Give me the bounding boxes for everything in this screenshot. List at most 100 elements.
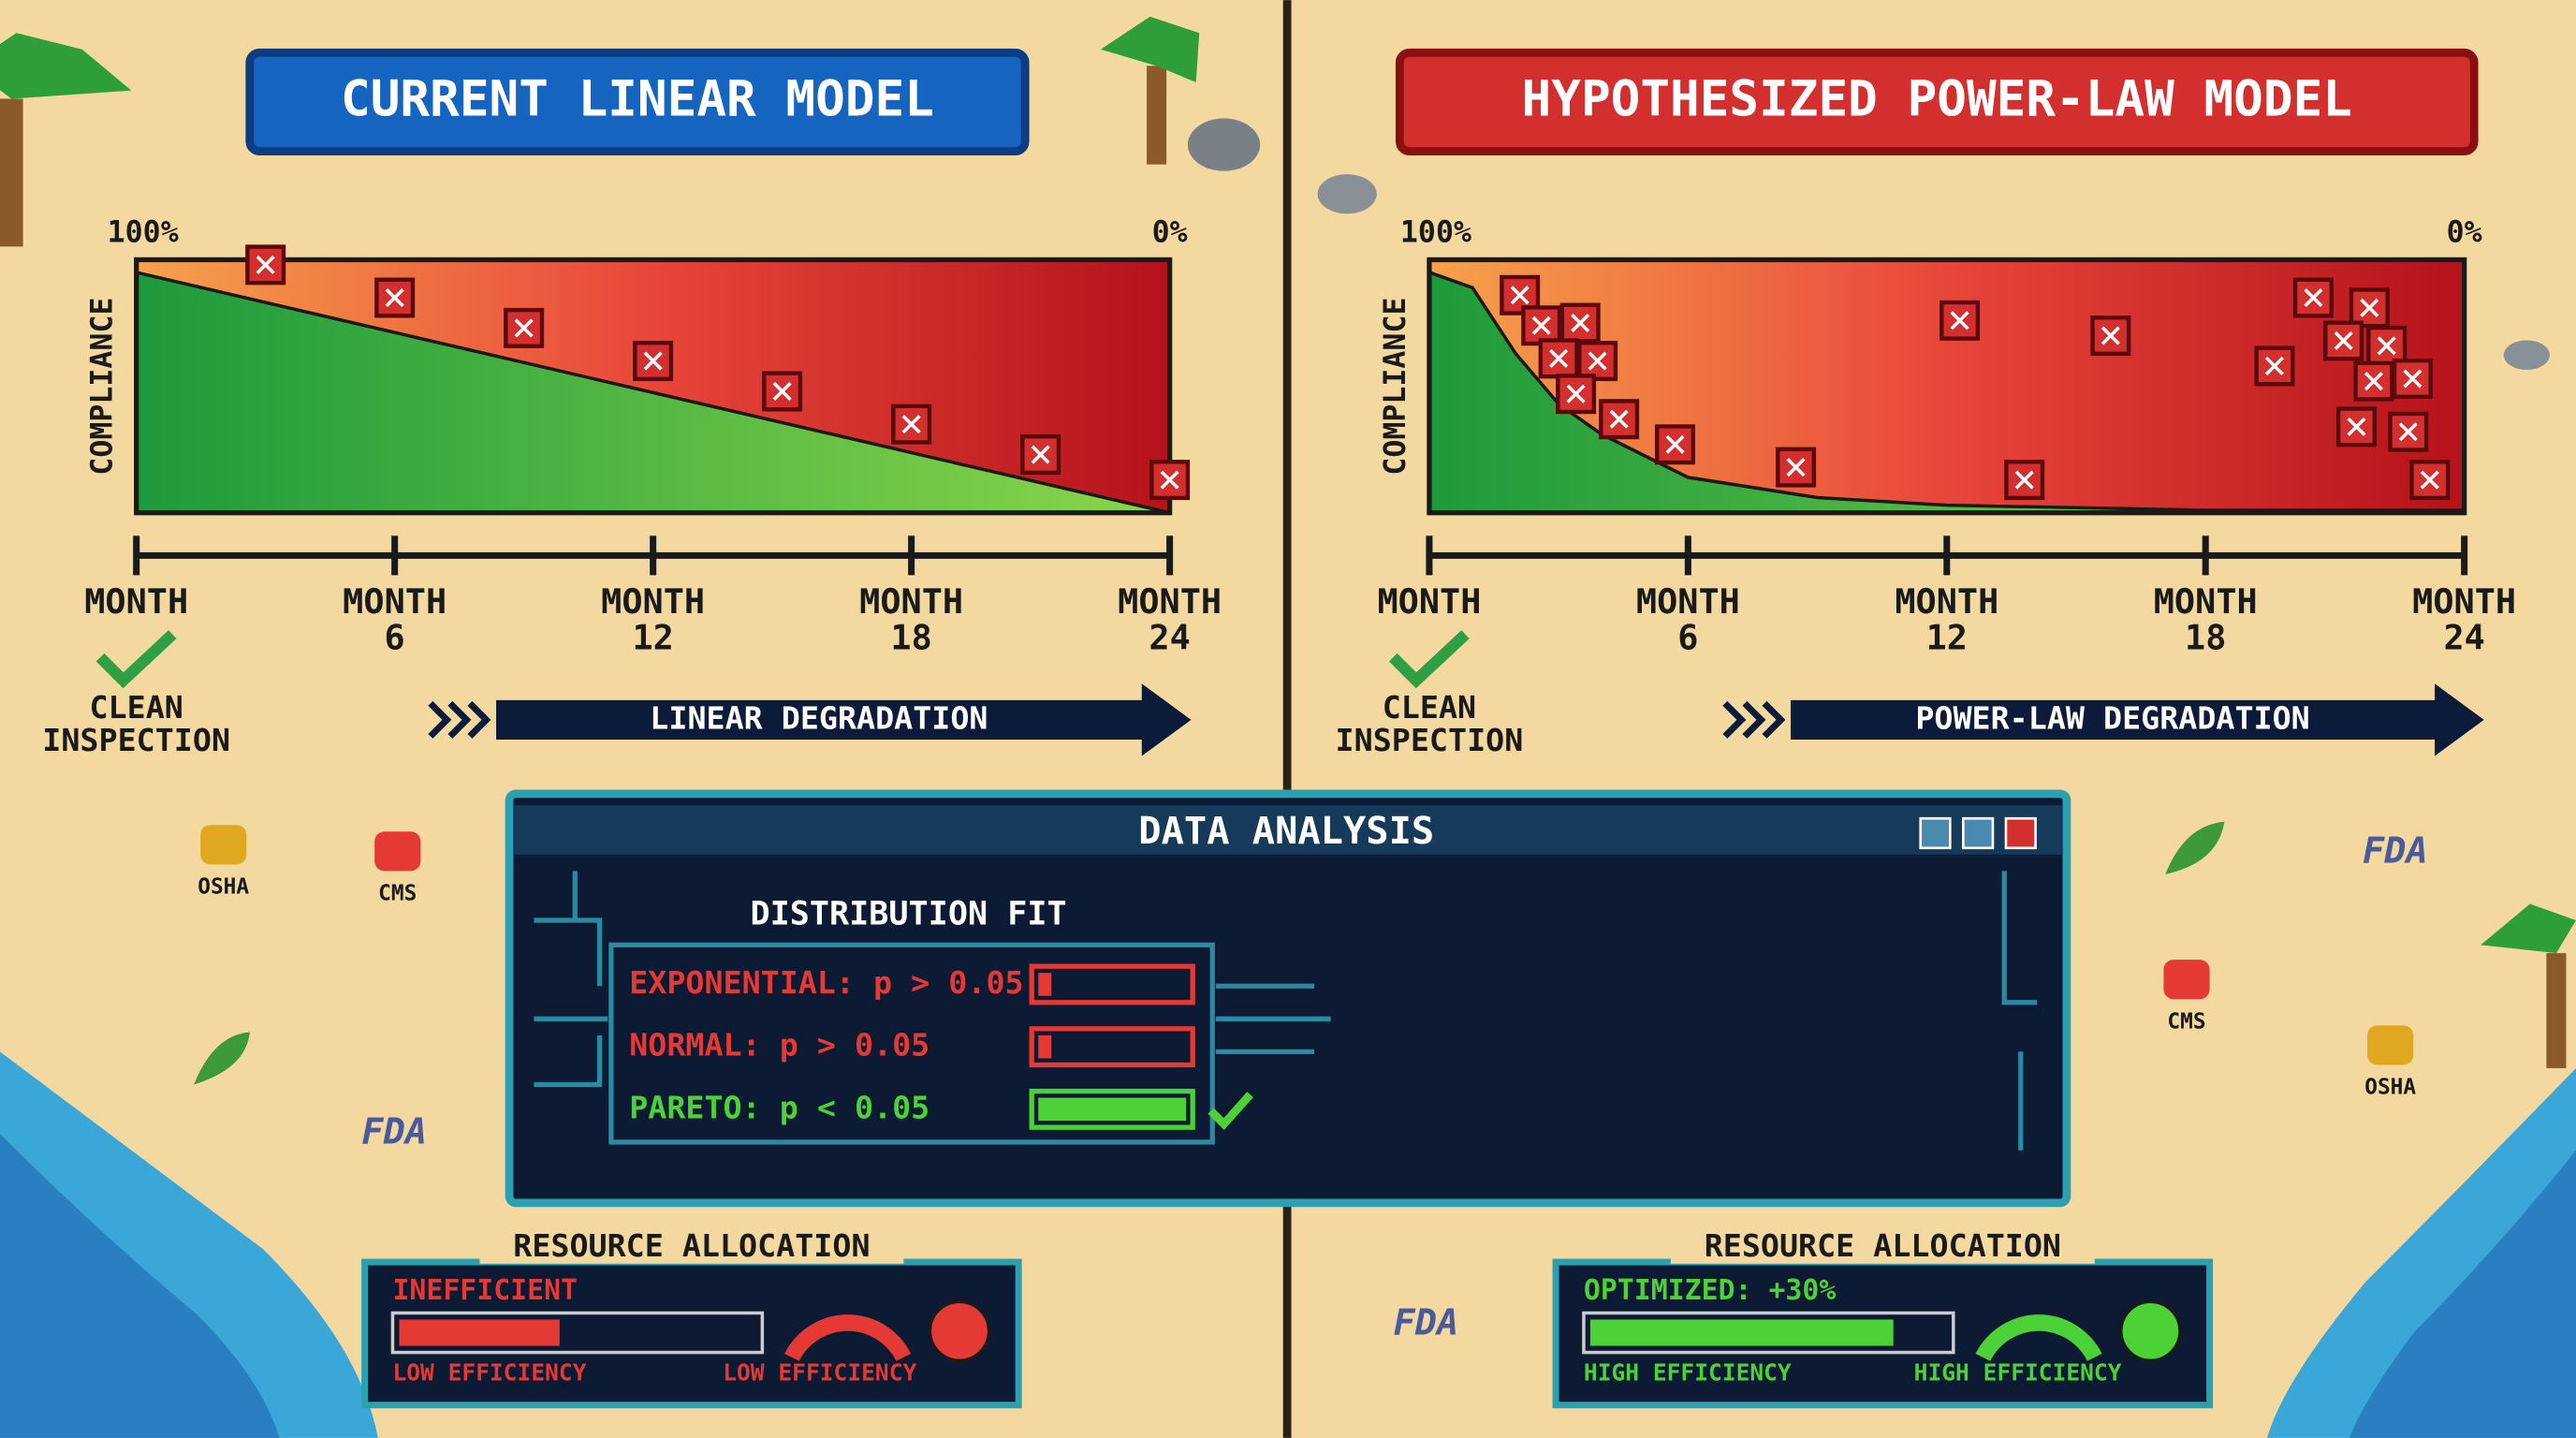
x-tick-label-box: MONTH 24 [1118, 583, 1222, 658]
fit-check [1208, 1092, 1253, 1131]
x-tick-label: MONTH 18 [859, 583, 964, 658]
sea-left-deep [0, 1134, 280, 1438]
fit-label: NORMAL: p > 0.05 [629, 1027, 929, 1064]
icon-symbol [2163, 960, 2210, 1000]
trend-label: LINEAR DEGRADATION [650, 699, 988, 736]
rock [1317, 174, 1377, 214]
icon-label: FDA [2363, 830, 2428, 873]
marker-icon [2264, 356, 2284, 375]
trend-label: POWER-LAW DEGRADATION [1915, 699, 2309, 736]
marker-icon [1566, 384, 1586, 404]
marker-icon [1549, 348, 1569, 368]
marker-icon [385, 287, 404, 308]
x-tick-label: MONTH 12 [1895, 583, 1999, 658]
icon-symbol [200, 825, 247, 865]
marker-icon [2334, 330, 2353, 350]
icon-symbol [374, 831, 421, 872]
marker-icon [2403, 369, 2422, 389]
icon-label: FDA [1394, 1301, 1459, 1343]
efficiency-label: HIGH EFFICIENCY [1914, 1358, 2122, 1386]
x-tick-label-box: MONTH 6 [1636, 583, 1740, 655]
marker-icon [1510, 286, 1530, 305]
efficiency-label: LOW EFFICIENCY [392, 1358, 586, 1386]
x-tick-label-box: MONTH 6 [343, 583, 447, 658]
rock [2503, 340, 2550, 371]
gauge [784, 1314, 912, 1362]
fit-bar-fill [1038, 1097, 1187, 1122]
leaf [194, 1032, 250, 1085]
marker-icon [1786, 458, 1806, 477]
palm-tree [0, 33, 132, 247]
x-tick-label-box: MONTH 12 [1895, 583, 1999, 658]
x-tick-label: MONTH 24 [1118, 583, 1222, 658]
marker-icon [1588, 351, 1607, 371]
marker-icon [2304, 287, 2323, 308]
x-tick-label-box: MONTH [84, 583, 189, 622]
efficiency-label: HIGH EFFICIENCY [1584, 1358, 1792, 1386]
trend-arrow [496, 683, 1192, 756]
panel-title-bg [1670, 1230, 2095, 1264]
marker-icon [1160, 470, 1179, 490]
marker-icon [514, 318, 534, 338]
chevrons [428, 700, 491, 739]
marker-icon [772, 381, 792, 402]
marker-icon [2398, 422, 2418, 442]
start-label-box: CLEAN INSPECTION [1336, 694, 1524, 757]
efficiency-bar [390, 1311, 765, 1355]
x-tick-label-box: MONTH 24 [2412, 583, 2516, 655]
face-icon [2119, 1299, 2182, 1363]
x-tick-label: MONTH 18 [2153, 583, 2258, 658]
marker-icon [1950, 311, 1969, 330]
fit-label: PARETO: p < 0.05 [629, 1089, 929, 1125]
fit-label: EXPONENTIAL: p > 0.05 [629, 964, 1023, 1001]
efficiency-bar-fill [399, 1319, 560, 1346]
fit-bar-fill [1038, 1034, 1052, 1059]
y-axis-label: COMPLIANCE [86, 298, 120, 476]
panel-title-bg [479, 1230, 904, 1264]
fit-bar [1029, 1026, 1195, 1068]
status-label: INEFFICIENT [392, 1274, 578, 1307]
marker-icon [1531, 315, 1551, 335]
x-tick-label-box: MONTH 18 [859, 583, 964, 658]
plot-frame [1427, 257, 2467, 516]
title-banner [245, 48, 1030, 155]
palm-tree [2481, 903, 2576, 1068]
icon-label: CMS [2167, 1009, 2205, 1034]
efficiency-bar-fill [1589, 1319, 1894, 1346]
fit-bar [1029, 1088, 1195, 1130]
fit-bar-fill [1038, 973, 1052, 996]
violation-marker [2388, 411, 2429, 452]
gauge [1975, 1314, 2102, 1362]
divider [1282, 0, 1292, 1438]
x-tick-label: MONTH 6 [343, 583, 447, 658]
icon-symbol [2367, 1025, 2414, 1065]
marker-icon [2377, 336, 2396, 356]
marker-icon [2347, 417, 2366, 436]
violation-marker [2366, 325, 2408, 366]
title-banner [1395, 48, 2479, 155]
x-tick-label: MONTH [84, 583, 189, 622]
chart-title: CURRENT LINEAR MODEL [341, 71, 934, 128]
x-tick-label-box: MONTH 18 [2153, 583, 2258, 658]
marker-icon [1665, 434, 1685, 454]
marker-icon [2360, 298, 2379, 317]
icon-label: CMS [378, 881, 417, 905]
window-titlebar [514, 805, 2062, 855]
window-title: DATA ANALYSIS [1138, 809, 1434, 853]
icon-label: OSHA [2364, 1076, 2416, 1100]
window-button [1919, 816, 1952, 850]
marker-icon [2100, 326, 2120, 345]
start-label-box: CLEAN INSPECTION [42, 694, 230, 757]
x-tick-label: MONTH 12 [601, 583, 706, 658]
x-tick-label-box: MONTH 12 [601, 583, 706, 658]
violation-marker [1599, 399, 1640, 440]
trend-arrow [1791, 683, 2484, 756]
marker-icon [1609, 409, 1629, 429]
marker-icon [2364, 372, 2383, 391]
circuit-lines [534, 871, 2038, 1151]
check-mark [95, 630, 177, 689]
face-icon [928, 1299, 991, 1363]
icon-label: OSHA [198, 874, 249, 899]
